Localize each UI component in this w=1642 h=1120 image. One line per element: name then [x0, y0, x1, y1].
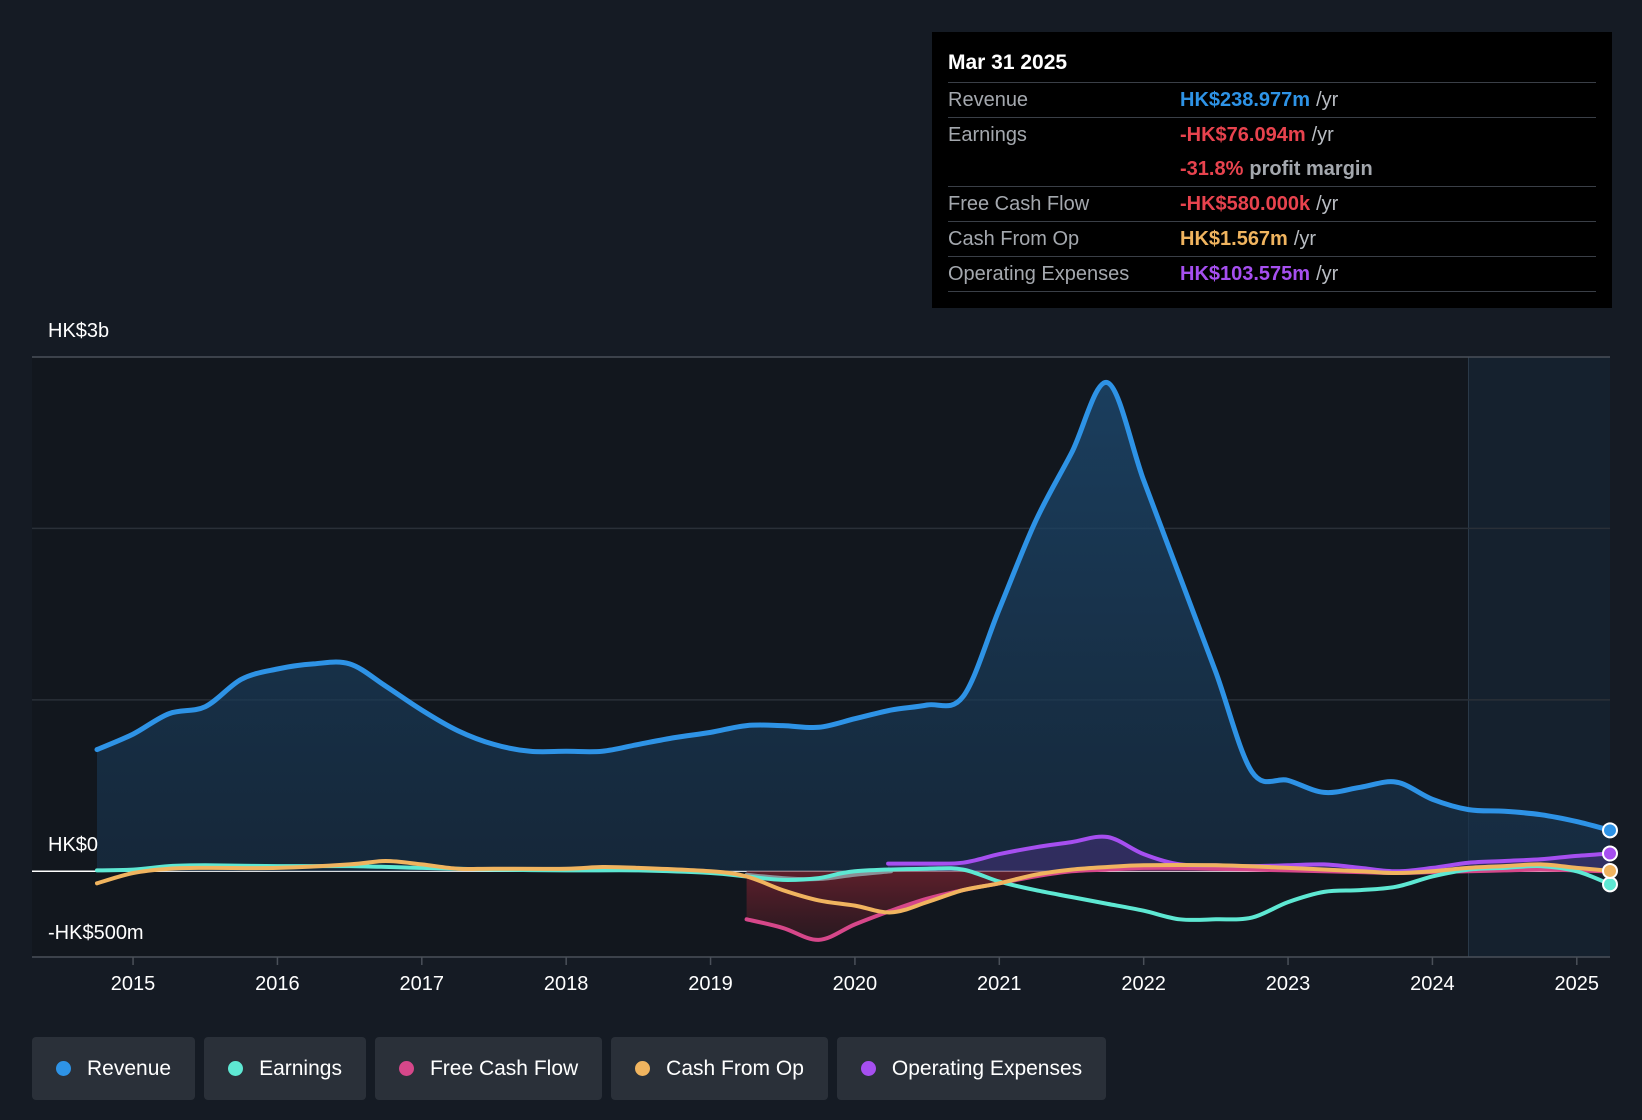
legend-item-free-cash-flow[interactable]: Free Cash Flow [374, 1037, 603, 1100]
legend-dot-icon [860, 1061, 876, 1076]
tooltip-row-operating-expenses: Operating Expenses HK$103.575m /yr [948, 257, 1596, 292]
tooltip-value: -31.8% [1180, 158, 1244, 180]
legend-item-earnings[interactable]: Earnings [204, 1037, 366, 1100]
legend-label: Cash From Op [666, 1056, 804, 1080]
x-tick-label: 2023 [1266, 973, 1311, 995]
x-tick-label: 2016 [255, 973, 300, 995]
legend-item-revenue[interactable]: Revenue [32, 1037, 196, 1100]
revenue-line [94, 380, 1613, 833]
chart-legend: Revenue Earnings Free Cash Flow Cash Fro… [32, 1037, 1107, 1100]
earnings-line [95, 863, 1612, 922]
series-endpoints [1602, 822, 1618, 893]
tooltip-unit: profit margin [1249, 158, 1373, 180]
tooltip-label: Cash From Op [948, 228, 1080, 250]
x-tick-label: 2017 [400, 973, 445, 995]
tooltip-value: HK$103.575m [1180, 263, 1311, 285]
free-cash-flow-area [746, 867, 1610, 940]
tooltip-value: -HK$76.094m [1180, 124, 1306, 146]
y-label-zero: HK$0 [48, 834, 99, 856]
tooltip-value: -HK$580.000k [1180, 193, 1311, 215]
tooltip-row-free-cash-flow: Free Cash Flow -HK$580.000k /yr [948, 187, 1596, 222]
x-tick-label: 2024 [1410, 973, 1455, 995]
legend-item-operating-expenses[interactable]: Operating Expenses [836, 1037, 1107, 1100]
tooltip-label: Revenue [948, 89, 1029, 111]
legend-label: Revenue [87, 1056, 172, 1080]
x-tick-label: 2015 [111, 973, 156, 995]
series-lines [94, 380, 1613, 942]
y-label-top: HK$3b [48, 320, 110, 342]
tooltip-row-profit-margin: -31.8% profit margin [948, 152, 1596, 187]
legend-label: Earnings [259, 1056, 342, 1080]
revenue-area [97, 382, 1610, 872]
x-tick-label: 2019 [688, 973, 733, 995]
earnings-endpoint [1602, 876, 1618, 893]
legend-dot-icon [635, 1061, 651, 1076]
tooltip-row-revenue: Revenue HK$238.977m /yr [948, 83, 1596, 117]
tooltip-row-cash-from-op: Cash From Op HK$1.567m /yr [948, 222, 1596, 257]
tooltip-label: Free Cash Flow [948, 193, 1090, 215]
tooltip-label: Earnings [948, 124, 1027, 146]
x-tick-label: 2025 [1555, 973, 1600, 995]
tooltip-value: HK$1.567m [1180, 228, 1288, 250]
cash-from-op-endpoint [1602, 862, 1618, 879]
tooltip-unit: /yr [1316, 193, 1339, 215]
x-tick-label: 2020 [833, 973, 878, 995]
x-axis-ticks: 2015 2016 2017 2018 2019 2020 2021 2022 2023 2024… [111, 957, 1599, 995]
tooltip-label [948, 152, 1180, 186]
tooltip-unit: /yr [1316, 89, 1339, 111]
legend-dot-icon [56, 1061, 71, 1076]
tooltip-date: Mar 31 2025 [948, 46, 1596, 83]
series-fills [97, 382, 1610, 940]
tooltip-unit: /yr [1311, 124, 1334, 146]
legend-item-cash-from-op[interactable]: Cash From Op [611, 1037, 828, 1100]
tooltip-label: Operating Expenses [948, 263, 1130, 285]
x-tick-label: 2022 [1121, 973, 1166, 995]
operating-expenses-endpoint [1602, 845, 1618, 862]
cash-from-op-line [95, 859, 1612, 915]
tooltip-unit: /yr [1293, 228, 1317, 250]
tooltip-value: HK$238.977m [1180, 89, 1311, 111]
revenue-endpoint [1602, 822, 1618, 839]
x-tick-label: 2021 [977, 973, 1022, 995]
legend-label: Operating Expenses [891, 1056, 1083, 1080]
x-tick-label: 2018 [544, 973, 589, 995]
tooltip-row-earnings: Earnings -HK$76.094m /yr [948, 118, 1596, 152]
legend-dot-icon [398, 1061, 414, 1076]
data-tooltip: Mar 31 2025 Revenue HK$238.977m /yr Earn… [932, 32, 1612, 308]
y-label-bottom: -HK$500m [48, 922, 144, 944]
legend-label: Free Cash Flow [429, 1056, 579, 1080]
operating-expenses-area [888, 836, 1610, 872]
legend-dot-icon [228, 1061, 244, 1076]
tooltip-unit: /yr [1316, 263, 1339, 285]
